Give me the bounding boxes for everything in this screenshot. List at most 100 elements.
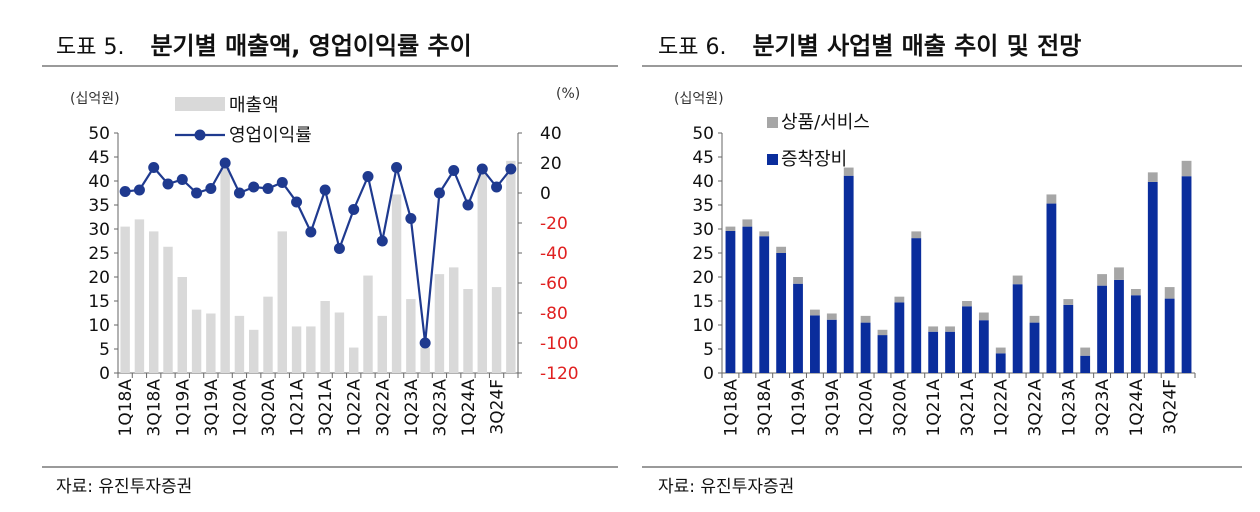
margin-point [176, 174, 188, 185]
top-rule [42, 65, 618, 67]
x-tick-label: 1Q22A [992, 379, 1012, 437]
right-tick-label: -60 [540, 274, 568, 294]
x-tick-label: 1Q19A [789, 379, 809, 437]
revenue-bar [149, 231, 159, 373]
equipment-bar [1130, 295, 1141, 373]
chart-panel-operating: 도표 5. 분기별 매출액, 영업이익률 추이 0 5 10 15 20 25 30 35 40 4… [42, 26, 618, 497]
bottom-rule [42, 466, 618, 468]
equipment-bar [776, 253, 787, 373]
margin-point [219, 157, 231, 169]
chart-panel-segment: 도표 6. 분기별 사업별 매출 추이 및 전망 0 5 10 15 20 25 30 35 40… [630, 0, 1260, 512]
left-tick-label: 40 [88, 172, 110, 192]
equipment-bar [911, 238, 922, 373]
service-bar [1080, 347, 1091, 356]
service-bar [843, 167, 854, 176]
service-bar [962, 301, 972, 307]
equipment-bar [826, 319, 837, 373]
figure-label: 도표 5. [56, 35, 125, 60]
left-tick-label: 20 [692, 268, 714, 288]
left-tick-label: 15 [88, 292, 110, 312]
margin-point [319, 184, 331, 196]
right-tick-label: 20 [540, 154, 562, 174]
left-tick-label: 50 [88, 124, 110, 144]
legend-label-revenue: 매출액 [229, 95, 279, 116]
revenue-bar [220, 167, 230, 373]
revenue-bar [234, 315, 245, 373]
service-bar [725, 226, 736, 231]
margin-point [191, 187, 203, 199]
top-rule [642, 65, 1242, 67]
margin-point [119, 186, 131, 197]
panel-heading: 도표 5. 분기별 매출액, 영업이익률 추이 [56, 26, 472, 62]
margin-point [205, 183, 217, 194]
revenue-bar [320, 301, 330, 373]
x-tick-label: 1Q24A [1127, 379, 1147, 437]
margin-point [376, 235, 388, 247]
right-tick-label: -80 [540, 304, 568, 324]
service-bar [860, 315, 871, 323]
service-bar [776, 246, 787, 253]
revenue-bar [206, 313, 216, 373]
legend-label-equipment: 증착장비 [781, 149, 847, 170]
revenue-bar [306, 326, 316, 373]
segment-revenue-chart: 0 5 10 15 20 25 30 35 40 45 50 (십억원) 1Q18A 3Q18A 1Q19A… [674, 91, 1196, 437]
left-tick-label: 10 [692, 316, 714, 336]
x-tick-label: 3Q18A [755, 379, 775, 437]
x-tick-label: 1Q23A [1059, 379, 1079, 437]
revenue-bar [334, 312, 345, 373]
left-tick-label: 0 [99, 364, 110, 384]
x-tick-label: 3Q22A [373, 379, 393, 437]
right-axis-unit: (%) [556, 86, 580, 102]
margin-point [348, 204, 360, 215]
equipment-bar [928, 331, 939, 373]
service-bar [1097, 274, 1107, 286]
revenue-bar [177, 277, 187, 373]
service-bar [911, 231, 922, 239]
service-bar [1046, 194, 1057, 204]
equipment-bar [860, 322, 871, 373]
service-bar [894, 296, 905, 303]
x-tick-label: 3Q20A [259, 379, 279, 437]
legend-label-service: 상품/서비스 [781, 112, 870, 133]
x-tick-label: 3Q23A [1093, 379, 1113, 437]
legend-swatch-service [767, 117, 778, 128]
figure-title: 분기별 매출액, 영업이익률 추이 [150, 32, 472, 60]
left-tick-label: 50 [692, 124, 714, 144]
revenue-bar [120, 226, 130, 373]
x-tick-label: 1Q23A [402, 379, 422, 437]
equipment-bar [1114, 279, 1124, 373]
left-tick-label: 20 [88, 268, 110, 288]
figure-title: 분기별 사업별 매출 추이 및 전망 [752, 32, 1082, 60]
margin-point [362, 171, 374, 182]
right-tick-label: -20 [540, 214, 568, 234]
margin-point [248, 181, 260, 193]
source-note: 자료: 유진투자증권 [658, 477, 795, 497]
x-tick-label: 3Q21A [316, 379, 336, 437]
margin-point [148, 162, 160, 173]
service-bar [810, 309, 820, 316]
x-tick-label: 3Q21A [958, 379, 978, 437]
margin-point [476, 163, 488, 175]
service-bar [978, 312, 989, 321]
service-bar [1130, 289, 1141, 296]
equipment-bar [1063, 304, 1074, 373]
service-bar [1164, 287, 1175, 299]
revenue-bar [449, 267, 459, 373]
left-tick-label: 35 [88, 196, 110, 216]
left-tick-label: 10 [88, 316, 110, 336]
revenue-bar [391, 194, 402, 373]
revenue-bar [134, 219, 145, 373]
equipment-bar [877, 335, 888, 373]
margin-line [125, 160, 512, 344]
left-tick-label: 15 [692, 292, 714, 312]
revenue-margin-chart: 0 5 10 15 20 25 30 35 40 45 50 -120 -100 -80 -60 -40 -20… [70, 86, 580, 437]
revenue-bar [277, 231, 287, 373]
revenue-bar [506, 160, 516, 373]
equipment-bar [759, 236, 770, 373]
margin-point [462, 199, 474, 211]
service-bar [995, 347, 1006, 354]
service-bar [826, 313, 837, 320]
service-bar [1181, 160, 1192, 177]
equipment-bar [962, 306, 972, 373]
service-bar [928, 326, 939, 332]
